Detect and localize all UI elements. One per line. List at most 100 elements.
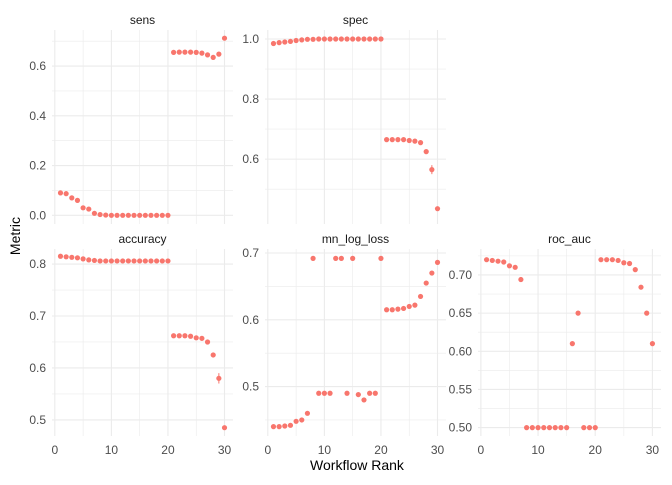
facet-panel-sens: sens 0.0 0.2 0.4 0.6 xyxy=(29,13,233,224)
data-point xyxy=(97,258,103,264)
data-point xyxy=(97,211,103,218)
data-point xyxy=(598,257,604,263)
data-point xyxy=(406,303,412,310)
data-point xyxy=(649,341,656,347)
data-point xyxy=(293,37,299,44)
data-point xyxy=(176,49,182,55)
y-tick-label: 0.0 xyxy=(29,208,46,222)
data-point xyxy=(575,310,581,316)
data-point xyxy=(412,138,418,144)
data-point xyxy=(483,257,490,263)
data-point xyxy=(338,36,344,42)
data-point xyxy=(344,390,350,396)
data-point xyxy=(310,36,316,42)
y-tick-label: 0.65 xyxy=(449,306,473,320)
data-point xyxy=(304,410,311,416)
data-point xyxy=(389,137,395,143)
y-axis-title: Metric xyxy=(7,217,23,255)
y-tick-label: 0.7 xyxy=(242,246,259,260)
data-point xyxy=(350,255,356,261)
data-point xyxy=(372,390,378,396)
facet-panel-roc_auc: roc_auc 0 10 20 30 0.50 0.55 0.60 0.65 0.70 xyxy=(449,232,661,457)
x-tick-label: 30 xyxy=(431,443,445,457)
y-tick-label: 0.6 xyxy=(29,361,46,375)
data-point xyxy=(506,263,513,269)
data-point xyxy=(69,195,75,201)
data-point xyxy=(86,257,92,263)
data-point xyxy=(372,36,378,42)
data-point xyxy=(282,423,288,429)
data-point xyxy=(316,36,322,42)
x-tick-label: 30 xyxy=(646,443,660,457)
data-point xyxy=(221,35,228,41)
data-point xyxy=(338,255,344,261)
data-point xyxy=(74,255,81,261)
data-point xyxy=(270,40,277,47)
x-tick-label: 0 xyxy=(478,443,485,457)
data-point xyxy=(333,255,339,261)
x-tick-label: 10 xyxy=(531,443,545,457)
data-point xyxy=(355,36,361,42)
data-point xyxy=(423,280,429,286)
data-point xyxy=(108,212,114,218)
facet-title: spec xyxy=(343,13,368,27)
y-tick-label: 1.0 xyxy=(242,32,259,46)
data-point xyxy=(361,36,367,42)
y-tick-label: 0.6 xyxy=(29,59,46,73)
y-tick-label: 0.5 xyxy=(29,413,46,427)
data-point xyxy=(299,37,305,43)
data-point xyxy=(148,258,154,264)
data-point xyxy=(165,212,171,218)
data-point xyxy=(609,257,615,263)
data-point xyxy=(91,257,98,264)
data-point xyxy=(154,212,160,218)
data-point xyxy=(159,212,165,218)
data-point xyxy=(171,49,177,55)
data-point xyxy=(406,137,412,144)
y-tick-label: 0.7 xyxy=(29,309,46,323)
x-tick-label: 0 xyxy=(264,443,271,457)
x-tick-label: 30 xyxy=(218,443,232,457)
data-point xyxy=(638,284,644,290)
data-point xyxy=(287,422,294,428)
data-point xyxy=(74,197,81,203)
data-point xyxy=(501,259,507,265)
y-tick-label: 0.4 xyxy=(29,109,46,123)
y-tick-label: 0.55 xyxy=(449,382,473,396)
data-point xyxy=(103,212,109,218)
data-point xyxy=(69,254,75,260)
data-point xyxy=(327,36,333,42)
data-point xyxy=(299,417,305,423)
data-point xyxy=(287,38,294,45)
data-point xyxy=(114,258,120,264)
data-point xyxy=(199,335,205,341)
facet-title: accuracy xyxy=(118,232,166,246)
data-point xyxy=(125,258,131,264)
y-tick-label: 0.6 xyxy=(242,313,259,327)
data-point xyxy=(592,425,598,431)
data-point xyxy=(333,36,339,42)
data-point xyxy=(120,212,126,218)
data-point xyxy=(142,212,148,218)
data-point xyxy=(187,333,194,339)
data-point xyxy=(512,264,518,270)
y-tick-label: 0.6 xyxy=(242,152,259,166)
data-point xyxy=(182,49,188,55)
data-point xyxy=(400,137,407,143)
data-point xyxy=(378,255,384,261)
data-point xyxy=(389,307,395,313)
data-point xyxy=(63,191,69,197)
data-point xyxy=(204,339,211,345)
data-point xyxy=(344,36,350,42)
data-point xyxy=(282,39,288,45)
data-point xyxy=(541,425,547,431)
x-tick-label: 20 xyxy=(374,443,388,457)
data-point xyxy=(108,258,114,264)
data-point xyxy=(270,424,277,430)
data-point xyxy=(581,425,587,431)
data-point xyxy=(80,256,86,262)
data-point xyxy=(626,260,633,267)
data-point xyxy=(412,302,418,308)
data-point xyxy=(131,212,137,218)
data-point xyxy=(171,333,177,339)
